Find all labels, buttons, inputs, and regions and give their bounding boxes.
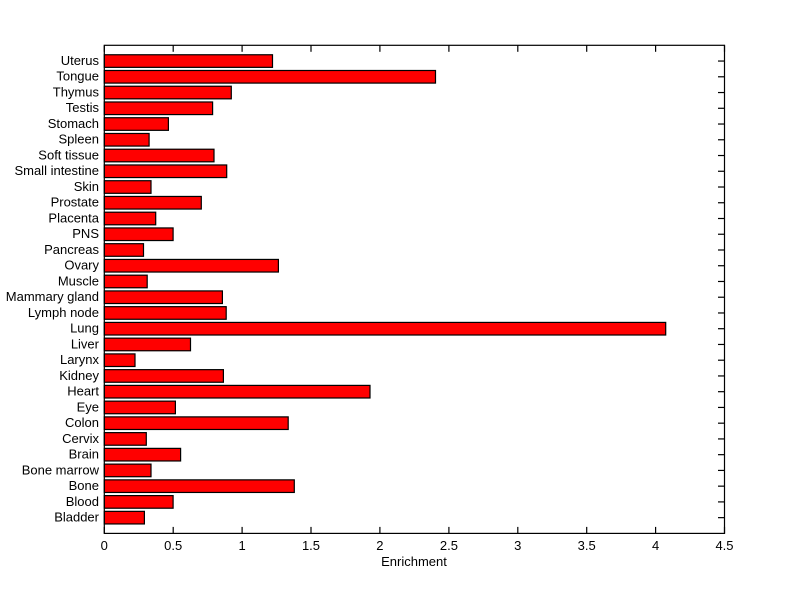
svg-text:Testis: Testis bbox=[66, 100, 100, 115]
svg-text:1.5: 1.5 bbox=[302, 538, 320, 553]
svg-text:PNS: PNS bbox=[72, 226, 99, 241]
svg-text:Liver: Liver bbox=[71, 336, 100, 351]
svg-text:Mammary gland: Mammary gland bbox=[6, 289, 99, 304]
svg-text:3.5: 3.5 bbox=[578, 538, 596, 553]
svg-text:Spleen: Spleen bbox=[59, 132, 99, 147]
svg-text:3: 3 bbox=[514, 538, 521, 553]
svg-text:0: 0 bbox=[101, 538, 108, 553]
svg-text:Bladder: Bladder bbox=[54, 510, 99, 525]
svg-text:Kidney: Kidney bbox=[59, 368, 99, 383]
svg-text:2.5: 2.5 bbox=[440, 538, 458, 553]
svg-text:Muscle: Muscle bbox=[58, 273, 99, 288]
svg-text:Larynx: Larynx bbox=[60, 352, 100, 367]
svg-text:Small intestine: Small intestine bbox=[14, 163, 99, 178]
svg-text:4: 4 bbox=[652, 538, 659, 553]
svg-text:Heart: Heart bbox=[67, 384, 99, 399]
svg-text:0.5: 0.5 bbox=[164, 538, 182, 553]
svg-text:Skin: Skin bbox=[74, 179, 99, 194]
svg-text:Blood: Blood bbox=[66, 494, 99, 509]
svg-text:1: 1 bbox=[238, 538, 245, 553]
svg-text:Prostate: Prostate bbox=[51, 195, 99, 210]
svg-text:Bone: Bone bbox=[69, 478, 99, 493]
svg-text:Thymus: Thymus bbox=[53, 84, 100, 99]
svg-text:Colon: Colon bbox=[65, 415, 99, 430]
svg-text:Tongue: Tongue bbox=[56, 69, 99, 84]
svg-text:Lung: Lung bbox=[70, 321, 99, 336]
svg-text:Brain: Brain bbox=[69, 447, 99, 462]
svg-text:Bone marrow: Bone marrow bbox=[22, 462, 100, 477]
svg-text:Uterus: Uterus bbox=[61, 53, 100, 68]
svg-text:Cervix: Cervix bbox=[62, 431, 99, 446]
svg-text:Pancreas: Pancreas bbox=[44, 242, 99, 257]
svg-text:Ovary: Ovary bbox=[64, 258, 99, 273]
svg-text:Placenta: Placenta bbox=[48, 210, 99, 225]
svg-text:Lymph node: Lymph node bbox=[28, 305, 99, 320]
svg-text:Eye: Eye bbox=[77, 399, 99, 414]
svg-text:4.5: 4.5 bbox=[715, 538, 733, 553]
svg-text:Stomach: Stomach bbox=[48, 116, 99, 131]
svg-text:Soft tissue: Soft tissue bbox=[38, 147, 99, 162]
svg-text:2: 2 bbox=[376, 538, 383, 553]
svg-text:Enrichment: Enrichment bbox=[381, 554, 447, 569]
